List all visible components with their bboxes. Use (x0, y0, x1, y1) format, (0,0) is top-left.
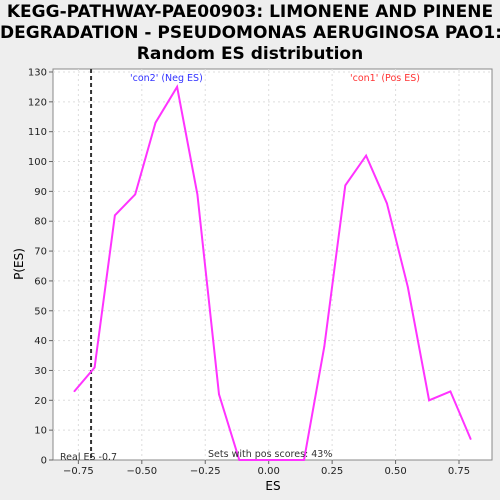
x-tick-label: 0.00 (258, 466, 280, 477)
plot-area (52, 68, 493, 461)
title-line-1: KEGG-PATHWAY-PAE00903: LIMONENE AND PINE… (6, 2, 494, 22)
x-tick-label: −0.25 (190, 466, 221, 477)
x-tick-label: 0.25 (321, 466, 343, 477)
pos-es-label: 'con1' (Pos ES) (350, 73, 420, 84)
y-tick-label: 30 (34, 366, 47, 377)
x-axis-label: ES (265, 479, 280, 493)
data-point (134, 193, 137, 196)
data-point (449, 390, 452, 393)
x-axis-ticks: −0.75 −0.50 −0.25 0.00 0.25 0.50 0.75 (63, 460, 470, 477)
y-tick-label: 50 (34, 306, 47, 317)
y-tick-label: 60 (34, 276, 47, 287)
y-tick-label: 90 (34, 187, 47, 198)
y-tick-label: 20 (34, 396, 47, 407)
data-point (386, 202, 388, 205)
data-point (303, 459, 305, 461)
data-point (154, 121, 157, 124)
data-point (114, 214, 116, 217)
data-point (344, 184, 347, 187)
title-line-3: Random ES distribution (136, 44, 364, 64)
data-point (469, 438, 472, 440)
y-tick-label: 0 (41, 456, 47, 467)
y-tick-label: 110 (28, 127, 47, 138)
y-tick-label: 120 (28, 97, 47, 108)
y-tick-label: 40 (34, 336, 47, 347)
pos-scores-label: Sets with pos scores: 43% (208, 449, 332, 460)
y-axis-label: P(ES) (12, 248, 26, 280)
title-line-2: DEGRADATION - PSEUDOMONAS AERUGINOSA PAO… (0, 23, 500, 43)
y-tick-label: 70 (34, 247, 47, 258)
chart-title: KEGG-PATHWAY-PAE00903: LIMONENE AND PINE… (0, 2, 500, 65)
y-axis-ticks: 0 10 20 30 40 50 60 70 80 90 100 110 120 130 (28, 67, 53, 467)
y-tick-label: 10 (34, 426, 47, 437)
y-tick-label: 100 (28, 157, 47, 168)
es-distribution-curve (73, 84, 472, 461)
neg-es-label: 'con2' (Neg ES) (130, 73, 203, 84)
real-es-label: Real ES -0.7 (60, 452, 117, 463)
data-point (196, 193, 199, 196)
data-point (218, 393, 220, 396)
x-tick-label: −0.75 (63, 466, 94, 477)
x-tick-label: 0.75 (448, 466, 470, 477)
data-point (406, 286, 409, 288)
data-point (73, 390, 76, 393)
data-point (93, 366, 96, 369)
data-point (238, 459, 241, 461)
curve-points (73, 86, 472, 461)
x-tick-label: 0.50 (384, 466, 406, 477)
data-point (428, 399, 430, 402)
y-tick-label: 80 (34, 217, 47, 228)
data-point (323, 345, 326, 348)
data-point (176, 86, 178, 88)
data-point (365, 154, 367, 157)
y-tick-label: 130 (28, 67, 47, 78)
x-tick-label: −0.50 (126, 466, 157, 477)
